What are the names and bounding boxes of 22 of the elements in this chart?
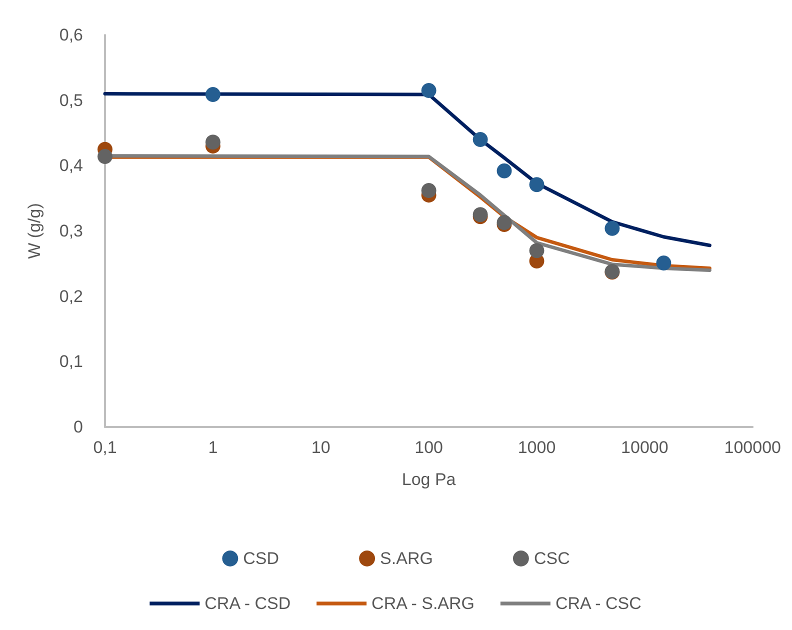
x-axis-title: Log Pa	[402, 470, 456, 489]
legend-label: CRA - S.ARG	[372, 594, 475, 613]
x-tick-label: 100	[414, 438, 444, 457]
legend-label: S.ARG	[380, 549, 433, 568]
y-tick-label: 0,2	[59, 286, 83, 306]
y-tick-label: 0,5	[59, 90, 83, 110]
x-tick-label: 10	[311, 438, 330, 457]
y-axis-title: W (g/g)	[25, 203, 44, 259]
legend-label: CRA - CSD	[204, 594, 291, 613]
y-tick-label: 0,3	[59, 222, 83, 240]
x-tick-label: 1000	[518, 438, 556, 457]
y-tick-label: 0,4	[59, 156, 83, 176]
x-tick-label: 100000	[724, 438, 782, 457]
legend-label: CSD	[243, 549, 280, 568]
y-tick-label: 0	[74, 418, 83, 436]
legend-label: CSC	[534, 549, 570, 568]
x-tick-label: 1	[208, 438, 218, 457]
x-tick-label: 0,1	[93, 438, 117, 457]
y-tick-label: 0,1	[59, 352, 83, 372]
legend-label: CRA - CSC	[555, 594, 642, 613]
y-tick-label: 0,6	[59, 26, 83, 44]
x-tick-label: 10000	[621, 438, 668, 457]
